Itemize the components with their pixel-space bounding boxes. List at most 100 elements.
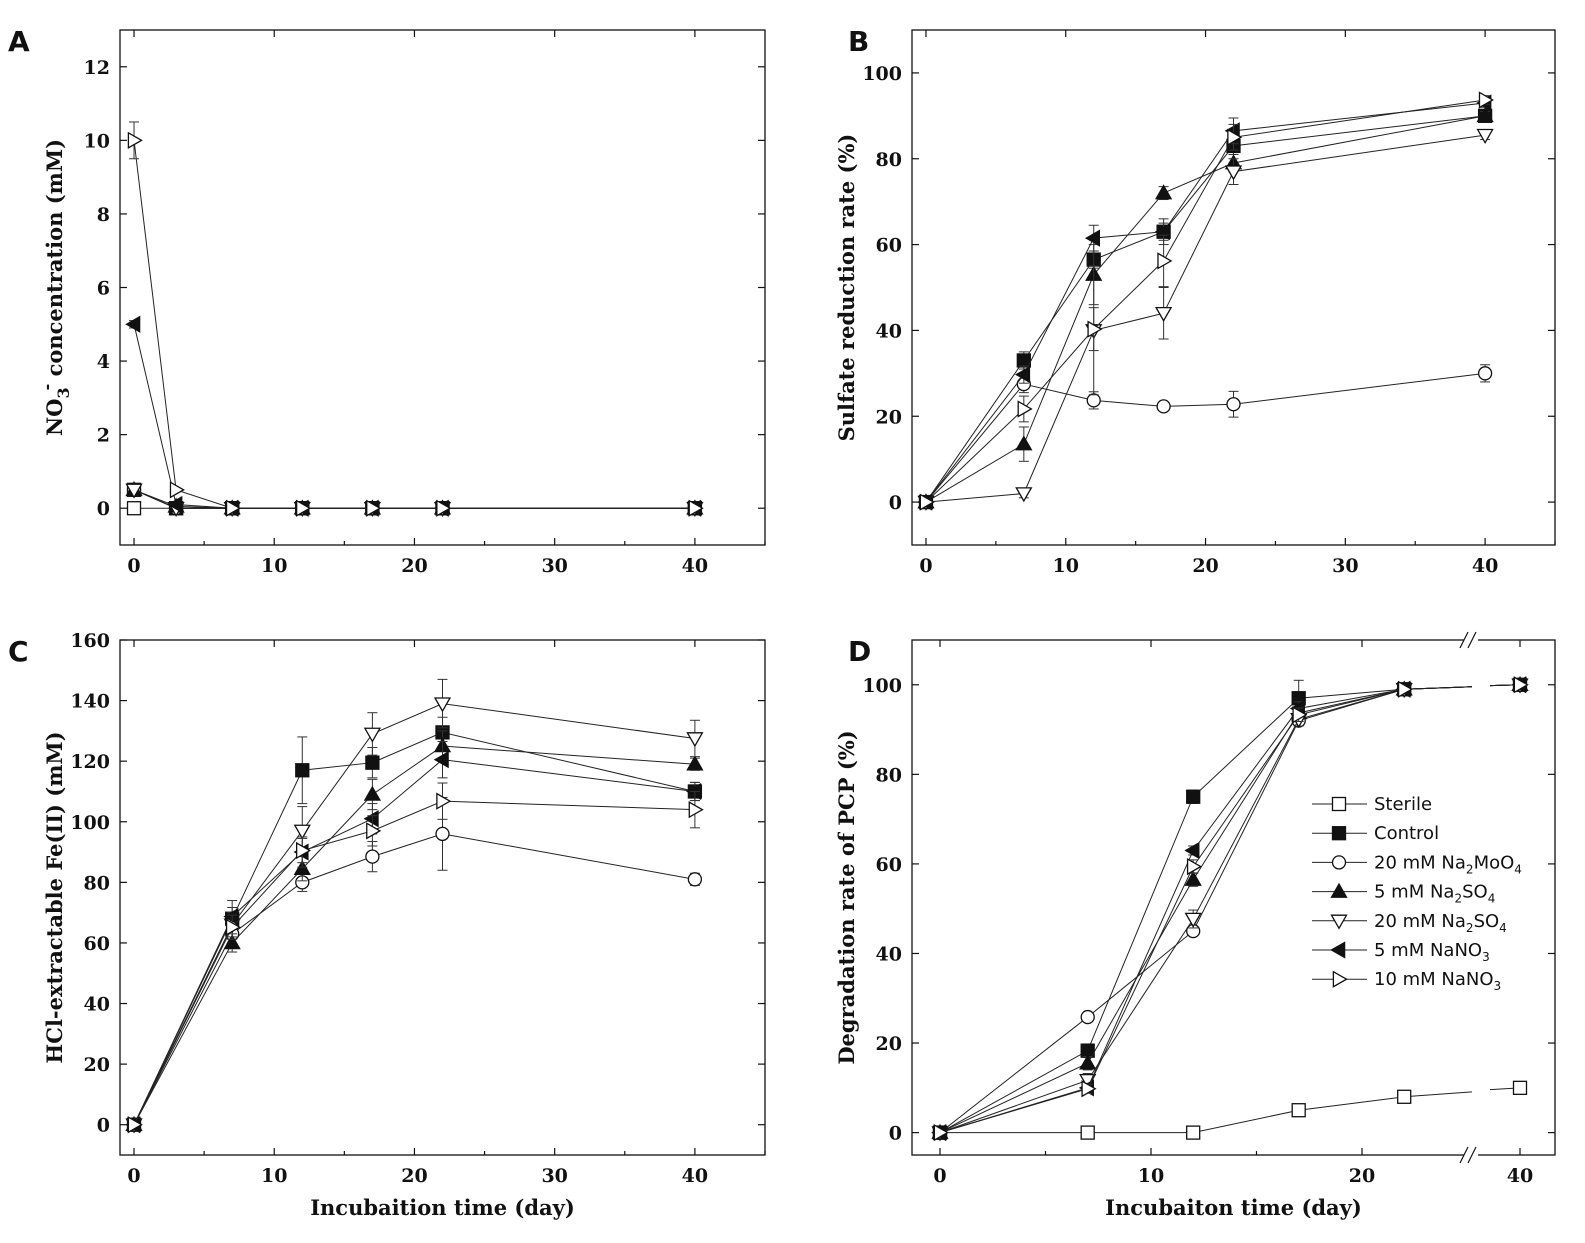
data-point (1157, 252, 1173, 270)
data-point (1156, 399, 1171, 414)
x-tick-label: 0 (919, 555, 932, 577)
plot-frame (911, 639, 1556, 1156)
data-point (1477, 366, 1493, 381)
data-point (225, 918, 241, 936)
data-point (687, 872, 703, 887)
legend-marker (1330, 914, 1348, 930)
data-point (1184, 912, 1202, 928)
series-control (918, 108, 1493, 510)
data-point (363, 727, 382, 743)
legend-label: Control (1374, 823, 1439, 844)
data-point (293, 859, 311, 875)
panel-c: C 0 10 20 30 40 0 20 40 60 80 100 120 140 160 HCl-extra… (8, 630, 766, 1220)
y-axis-title-main: NO (42, 399, 67, 437)
x-tick-label: 40 (1507, 1165, 1533, 1187)
y-axis-title: HCl-extractable Fe(II) (mM) (42, 731, 67, 1063)
data-point (1154, 306, 1173, 323)
series-line (939, 688, 1405, 1134)
panel-d: D 0 10 20 40 0 20 40 60 80 100 Degradation rate of … (834, 631, 1556, 1220)
data-point (436, 792, 452, 810)
y-tick-label: 4 (97, 351, 110, 373)
data-point (688, 801, 704, 819)
data-point (223, 934, 241, 950)
data-point (1291, 1103, 1306, 1118)
series-10-mm-nano3 (919, 91, 1494, 511)
series-line (925, 102, 1486, 503)
series-line (925, 115, 1486, 503)
axis-break-mark (1459, 1146, 1469, 1164)
y-tick-label: 8 (97, 204, 110, 226)
legend-label-sub: 2 (1466, 921, 1474, 935)
legend-label-main: 5 mM NaNO (1374, 940, 1482, 961)
x-tick-label: 40 (682, 555, 708, 577)
y-tick-label: 160 (70, 630, 110, 652)
data-point (1513, 676, 1529, 694)
series-line (133, 759, 695, 1125)
legend-label-main: 10 mM NaNO (1374, 969, 1494, 990)
data-point (686, 732, 704, 748)
data-point (1226, 397, 1241, 412)
data-point (125, 483, 143, 499)
x-tick-label: 30 (541, 1165, 567, 1187)
legend-marker (1331, 796, 1347, 812)
series-line (133, 489, 695, 509)
series-line-pre-break (1404, 686, 1473, 690)
data-point (1512, 1080, 1528, 1095)
series-5-mm-na2so4 (125, 481, 704, 515)
x-tick-label: 20 (1349, 1165, 1375, 1187)
y-tick-label: 80 (84, 872, 110, 894)
data-point (1081, 1080, 1097, 1098)
legend-label: Sterile (1374, 794, 1432, 815)
series-line (925, 115, 1486, 503)
data-point (295, 763, 310, 778)
data-point (1224, 165, 1243, 181)
data-point (1478, 91, 1494, 109)
legend-label-rest: SO (1462, 882, 1488, 903)
y-tick-label: 2 (97, 425, 110, 447)
legend-marker (1330, 882, 1348, 898)
series-line (133, 489, 695, 509)
y-tick-label: 40 (876, 320, 902, 342)
data-point (1184, 841, 1200, 860)
data-point (1015, 487, 1033, 503)
series-20-mm-na2so4 (125, 678, 704, 1134)
legend-label-sub: 3 (1494, 979, 1502, 993)
legend-label-sub2: 4 (1488, 892, 1496, 906)
legend-label-main: 5 mM Na (1374, 882, 1454, 903)
axis-break-gap (1464, 632, 1478, 648)
x-tick-label: 40 (1472, 555, 1498, 577)
data-point (1476, 128, 1494, 144)
y-axis-title: Degradation rate of PCP (%) (834, 730, 859, 1064)
x-tick-label: 20 (401, 1165, 427, 1187)
y-tick-label: 120 (70, 751, 110, 773)
series-5-mm-nano3 (125, 315, 702, 517)
series-10-mm-nano3 (127, 121, 704, 517)
x-tick-label: 0 (933, 1165, 946, 1187)
series-10-mm-nano3 (933, 676, 1529, 1142)
series-line (133, 703, 695, 1125)
y-tick-label: 100 (70, 812, 110, 834)
x-axis-title: Incubaiton time (day) (1105, 1195, 1362, 1220)
y-tick-label: 40 (84, 994, 110, 1016)
legend-label-sub: 2 (1466, 862, 1474, 876)
legend-item-20-mm-na2moo4: 20 mM Na2MoO4 (1312, 852, 1522, 876)
data-point (686, 755, 704, 771)
data-point (366, 499, 382, 517)
series-20-mm-na2moo4 (126, 482, 703, 516)
legend-label: 20 mM Na2MoO4 (1374, 852, 1522, 876)
y-tick-label: 20 (84, 1054, 110, 1076)
data-point (1186, 1125, 1201, 1140)
legend-item-10-mm-nano3: 10 mM NaNO3 (1312, 969, 1501, 993)
y-tick-label: 60 (876, 235, 902, 257)
data-point (1186, 857, 1203, 876)
data-point (296, 499, 312, 517)
legend-label-rest: MoO (1474, 852, 1515, 873)
axis-break-mark (1467, 631, 1477, 649)
x-tick-label: 20 (1192, 555, 1218, 577)
data-point (223, 907, 239, 926)
axis-break-mark (1459, 631, 1469, 649)
series-line (133, 324, 695, 509)
y-tick-label: 10 (84, 130, 110, 152)
legend-label-main: Sterile (1374, 794, 1432, 815)
series-line (925, 134, 1486, 503)
